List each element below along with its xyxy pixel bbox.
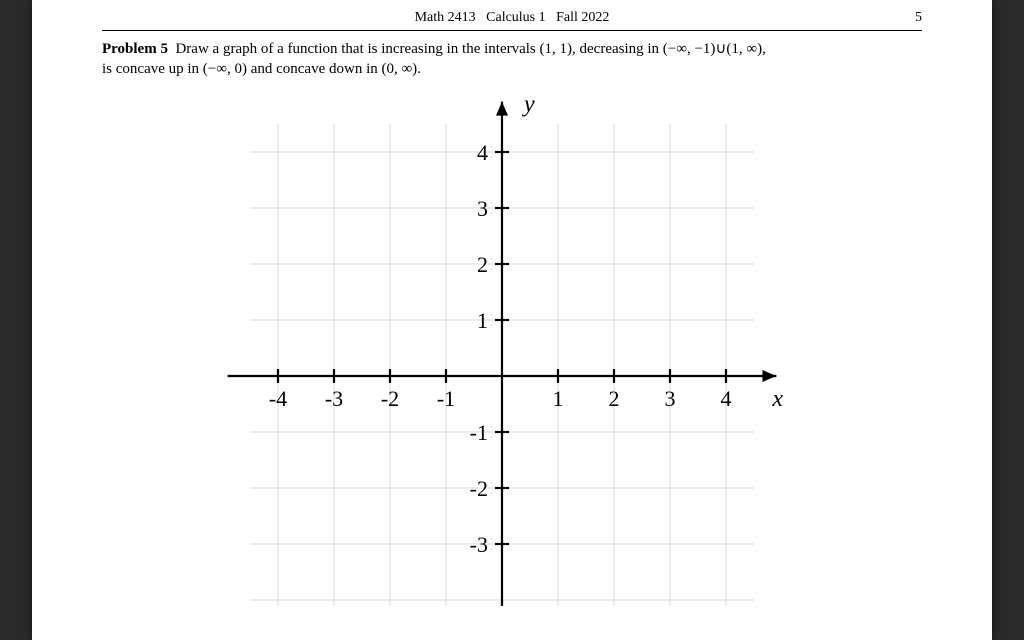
- problem-label: Problem 5: [102, 41, 168, 57]
- page-number: 5: [915, 10, 922, 26]
- svg-text:4: 4: [721, 386, 732, 411]
- problem-text: Problem 5 Draw a graph of a function tha…: [102, 39, 922, 80]
- svg-text:1: 1: [553, 386, 564, 411]
- svg-text:-4: -4: [269, 386, 287, 411]
- svg-text:4: 4: [477, 140, 488, 165]
- chart-container: -4 -3 -2 -1 1 2 3 4 -3 -2 -1 1 2 3 4 y x: [32, 86, 992, 606]
- problem-line-a: Draw a graph of a function that is incre…: [175, 41, 765, 57]
- svg-text:-3: -3: [470, 532, 488, 557]
- svg-text:2: 2: [477, 252, 488, 277]
- svg-text:3: 3: [665, 386, 676, 411]
- svg-text:1: 1: [477, 308, 488, 333]
- svg-text:-3: -3: [325, 386, 343, 411]
- svg-text:3: 3: [477, 196, 488, 221]
- page-header: Math 2413 Calculus 1 Fall 2022 5: [32, 0, 992, 26]
- header-rule: [102, 30, 922, 31]
- header-course: Math 2413: [415, 10, 476, 25]
- svg-text:-1: -1: [470, 420, 488, 445]
- page: Math 2413 Calculus 1 Fall 2022 5 Problem…: [32, 0, 992, 640]
- svg-text:-2: -2: [381, 386, 399, 411]
- svg-text:2: 2: [609, 386, 620, 411]
- problem-line-b: is concave up in (−∞, 0) and concave dow…: [102, 61, 421, 77]
- header-term: Fall 2022: [556, 10, 609, 25]
- header-title: Calculus 1: [486, 10, 546, 25]
- svg-text:-2: -2: [470, 476, 488, 501]
- svg-text:-1: -1: [437, 386, 455, 411]
- cartesian-grid: -4 -3 -2 -1 1 2 3 4 -3 -2 -1 1 2 3 4 y x: [192, 86, 832, 606]
- svg-text:y: y: [522, 91, 535, 117]
- svg-text:x: x: [771, 386, 783, 412]
